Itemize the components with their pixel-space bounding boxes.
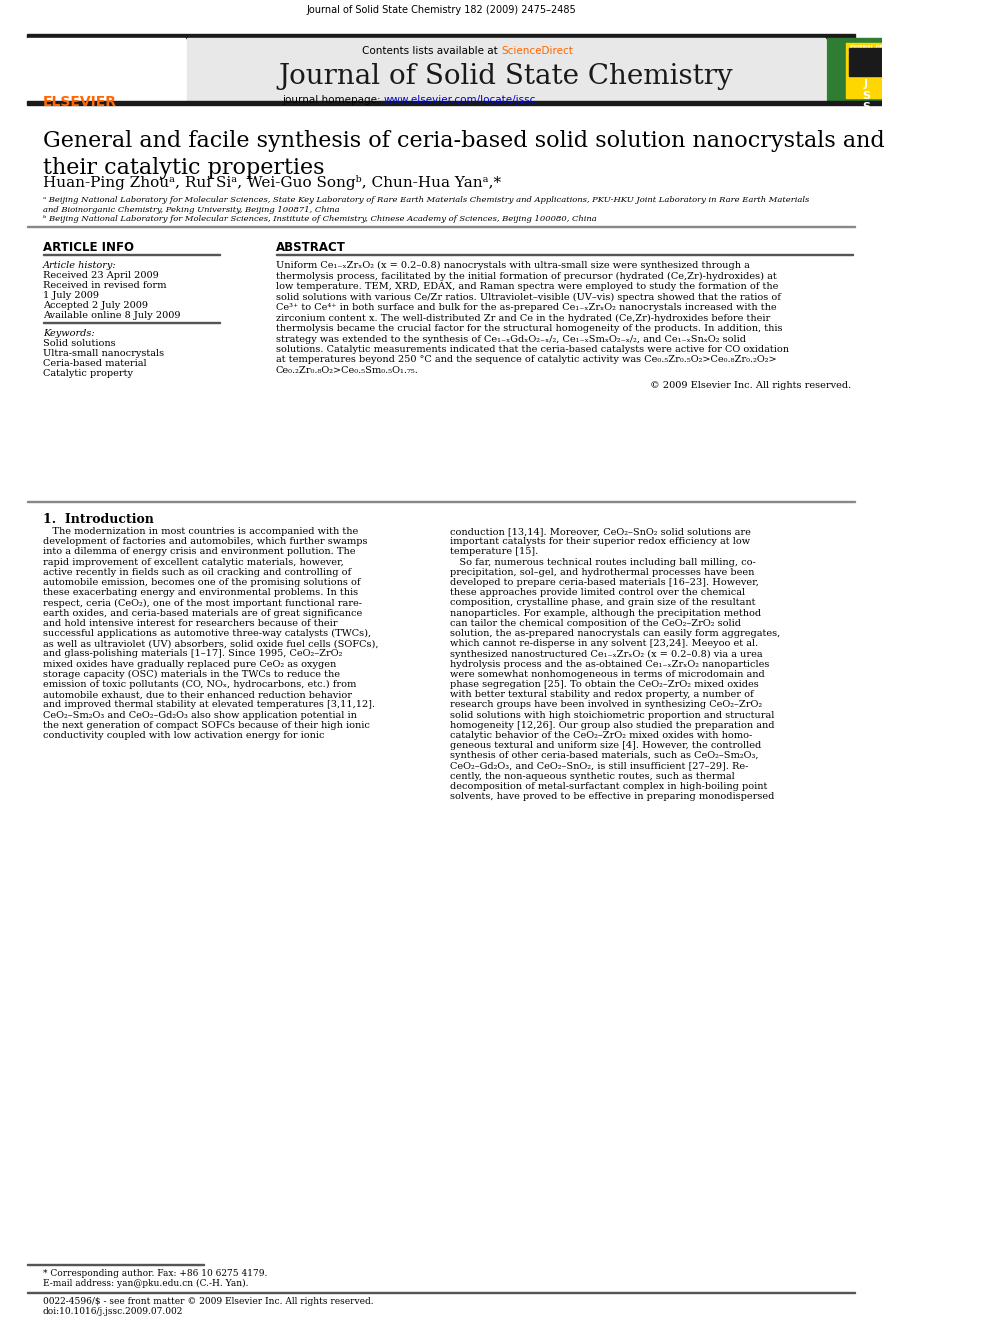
Text: active recently in fields such as oil cracking and controlling of: active recently in fields such as oil cr…	[43, 568, 351, 577]
Bar	[826, 38, 900, 103]
Text: earth oxides, and ceria-based materials are of great significance: earth oxides, and ceria-based materials …	[43, 609, 362, 618]
Text: 1 July 2009: 1 July 2009	[43, 291, 98, 300]
Bar	[27, 101, 900, 105]
Text: conduction [13,14]. Moreover, CeO₂–SnO₂ solid solutions are: conduction [13,14]. Moreover, CeO₂–SnO₂ …	[449, 527, 751, 536]
Text: solution, the as-prepared nanocrystals can easily form aggregates,: solution, the as-prepared nanocrystals c…	[449, 628, 780, 638]
Bar	[186, 38, 825, 103]
Text: Ce₀.₂Zr₀.₈O₂>Ce₀.₅Sm₀.₅O₁.₇₅.: Ce₀.₂Zr₀.₈O₂>Ce₀.₅Sm₀.₅O₁.₇₅.	[276, 366, 419, 374]
Text: E-mail address: yan@pku.edu.cn (C.-H. Yan).: E-mail address: yan@pku.edu.cn (C.-H. Ya…	[43, 1279, 248, 1289]
Text: and hold intensive interest for researchers because of their: and hold intensive interest for research…	[43, 619, 337, 628]
Text: Ce³⁺ to Ce⁴⁺ in both surface and bulk for the as-prepared Ce₁₋ₓZrₓO₂ nanocrystal: Ce³⁺ to Ce⁴⁺ in both surface and bulk fo…	[276, 303, 776, 312]
Text: can tailor the chemical composition of the CeO₂–ZrO₂ solid: can tailor the chemical composition of t…	[449, 619, 741, 628]
Text: J
S
S
C: J S S C	[862, 79, 870, 124]
Text: CeO₂–Gd₂O₃, and CeO₂–SnO₂, is still insufficient [27–29]. Re-: CeO₂–Gd₂O₃, and CeO₂–SnO₂, is still insu…	[449, 762, 748, 770]
Text: JOURNAL OF
SOLID STATE
CHEMISTRY: JOURNAL OF SOLID STATE CHEMISTRY	[848, 45, 883, 62]
Text: the next generation of compact SOFCs because of their high ionic: the next generation of compact SOFCs bec…	[43, 721, 370, 730]
Text: ABSTRACT: ABSTRACT	[276, 241, 345, 254]
Text: catalytic behavior of the CeO₂–ZrO₂ mixed oxides with homo-: catalytic behavior of the CeO₂–ZrO₂ mixe…	[449, 732, 752, 740]
Text: Received in revised form: Received in revised form	[43, 280, 167, 290]
Text: homogeneity [12,26]. Our group also studied the preparation and: homogeneity [12,26]. Our group also stud…	[449, 721, 775, 730]
Text: storage capacity (OSC) materials in the TWCs to reduce the: storage capacity (OSC) materials in the …	[43, 669, 339, 679]
Bar	[846, 44, 886, 98]
Text: developed to prepare ceria-based materials [16–23]. However,: developed to prepare ceria-based materia…	[449, 578, 759, 587]
Text: zirconium content x. The well-distributed Zr and Ce in the hydrated (Ce,Zr)-hydr: zirconium content x. The well-distribute…	[276, 314, 770, 323]
Text: rapid improvement of excellent catalytic materials, however,: rapid improvement of excellent catalytic…	[43, 557, 343, 566]
Text: these approaches provide limited control over the chemical: these approaches provide limited control…	[449, 589, 745, 597]
Text: mixed oxides have gradually replaced pure CeO₂ as oxygen: mixed oxides have gradually replaced pur…	[43, 660, 336, 668]
Text: with better textural stability and redox property, a number of: with better textural stability and redox…	[449, 691, 754, 699]
Text: solid solutions with high stoichiometric proportion and structural: solid solutions with high stoichiometric…	[449, 710, 774, 720]
Text: which cannot re-disperse in any solvent [23,24]. Meeyoo et al.: which cannot re-disperse in any solvent …	[449, 639, 758, 648]
Text: Keywords:: Keywords:	[43, 329, 94, 337]
Bar	[849, 48, 883, 75]
Text: nanoparticles. For example, although the precipitation method: nanoparticles. For example, although the…	[449, 609, 761, 618]
Text: So far, numerous technical routes including ball milling, co-: So far, numerous technical routes includ…	[449, 557, 756, 566]
Text: important catalysts for their superior redox efficiency at low: important catalysts for their superior r…	[449, 537, 750, 546]
Text: Article history:: Article history:	[43, 261, 116, 270]
Text: ᵇ Beijing National Laboratory for Molecular Sciences, Institute of Chemistry, Ch: ᵇ Beijing National Laboratory for Molecu…	[43, 216, 596, 224]
Text: ARTICLE INFO: ARTICLE INFO	[43, 241, 134, 254]
Text: Journal of Solid State Chemistry: Journal of Solid State Chemistry	[279, 64, 733, 90]
Text: General and facile synthesis of ceria-based solid solution nanocrystals and
thei: General and facile synthesis of ceria-ba…	[43, 130, 885, 179]
Text: and glass-polishing materials [1–17]. Since 1995, CeO₂–ZrO₂: and glass-polishing materials [1–17]. Si…	[43, 650, 342, 659]
Text: respect, ceria (CeO₂), one of the most important functional rare-: respect, ceria (CeO₂), one of the most i…	[43, 598, 362, 607]
Text: into a dilemma of energy crisis and environment pollution. The: into a dilemma of energy crisis and envi…	[43, 548, 355, 557]
Text: synthesis of other ceria-based materials, such as CeO₂–Sm₂O₃,: synthesis of other ceria-based materials…	[449, 751, 758, 761]
Text: these exacerbating energy and environmental problems. In this: these exacerbating energy and environmen…	[43, 589, 358, 597]
Text: ScienceDirect: ScienceDirect	[501, 46, 573, 56]
Text: Ultra-small nanocrystals: Ultra-small nanocrystals	[43, 349, 164, 359]
Text: 1.  Introduction: 1. Introduction	[43, 513, 154, 527]
Text: Received 23 April 2009: Received 23 April 2009	[43, 271, 159, 280]
Text: and improved thermal stability at elevated temperatures [3,11,12].: and improved thermal stability at elevat…	[43, 700, 375, 709]
Text: Ceria-based material: Ceria-based material	[43, 359, 146, 368]
Text: decomposition of metal-surfactant complex in high-boiling point: decomposition of metal-surfactant comple…	[449, 782, 767, 791]
Text: strategy was extended to the synthesis of Ce₁₋ₓGdₓO₂₋ₓ/₂, Ce₁₋ₓSmₓO₂₋ₓ/₂, and Ce: strategy was extended to the synthesis o…	[276, 335, 746, 344]
Text: Huan-Ping Zhouᵃ, Rui Siᵃ, Wei-Guo Songᵇ, Chun-Hua Yanᵃ,*: Huan-Ping Zhouᵃ, Rui Siᵃ, Wei-Guo Songᵇ,…	[43, 175, 501, 191]
Text: automobile emission, becomes one of the promising solutions of: automobile emission, becomes one of the …	[43, 578, 360, 587]
Text: * Corresponding author. Fax: +86 10 6275 4179.: * Corresponding author. Fax: +86 10 6275…	[43, 1269, 267, 1278]
Text: emission of toxic pollutants (CO, NOₓ, hydrocarbons, etc.) from: emission of toxic pollutants (CO, NOₓ, h…	[43, 680, 356, 689]
Text: cently, the non-aqueous synthetic routes, such as thermal: cently, the non-aqueous synthetic routes…	[449, 771, 734, 781]
Bar	[27, 38, 185, 103]
Text: geneous textural and uniform size [4]. However, the controlled: geneous textural and uniform size [4]. H…	[449, 741, 761, 750]
Text: solvents, have proved to be effective in preparing monodispersed: solvents, have proved to be effective in…	[449, 792, 774, 802]
Text: thermolysis became the crucial factor for the structural homogeneity of the prod: thermolysis became the crucial factor fo…	[276, 324, 782, 333]
Text: phase segregation [25]. To obtain the CeO₂–ZrO₂ mixed oxides: phase segregation [25]. To obtain the Ce…	[449, 680, 759, 689]
Text: CeO₂–Sm₂O₃ and CeO₂–Gd₂O₃ also show application potential in: CeO₂–Sm₂O₃ and CeO₂–Gd₂O₃ also show appl…	[43, 710, 356, 720]
Text: as well as ultraviolet (UV) absorbers, solid oxide fuel cells (SOFCs),: as well as ultraviolet (UV) absorbers, s…	[43, 639, 378, 648]
Text: doi:10.1016/j.jssc.2009.07.002: doi:10.1016/j.jssc.2009.07.002	[43, 1307, 184, 1316]
Text: The modernization in most countries is accompanied with the: The modernization in most countries is a…	[43, 527, 358, 536]
Text: Available online 8 July 2009: Available online 8 July 2009	[43, 311, 181, 320]
Text: research groups have been involved in synthesizing CeO₂–ZrO₂: research groups have been involved in sy…	[449, 700, 762, 709]
Text: synthesized nanostructured Ce₁₋ₓZrₓO₂ (x = 0.2–0.8) via a urea: synthesized nanostructured Ce₁₋ₓZrₓO₂ (x…	[449, 650, 763, 659]
Text: development of factories and automobiles, which further swamps: development of factories and automobiles…	[43, 537, 367, 546]
Text: precipitation, sol–gel, and hydrothermal processes have been: precipitation, sol–gel, and hydrothermal…	[449, 568, 754, 577]
Text: automobile exhaust, due to their enhanced reduction behavior: automobile exhaust, due to their enhance…	[43, 691, 352, 699]
Text: conductivity coupled with low activation energy for ionic: conductivity coupled with low activation…	[43, 732, 324, 740]
Text: solutions. Catalytic measurements indicated that the ceria-based catalysts were : solutions. Catalytic measurements indica…	[276, 345, 789, 355]
Text: © 2009 Elsevier Inc. All rights reserved.: © 2009 Elsevier Inc. All rights reserved…	[651, 381, 851, 389]
Text: ELSEVIER: ELSEVIER	[43, 95, 117, 108]
Text: Contents lists available at: Contents lists available at	[362, 46, 501, 56]
Text: Solid solutions: Solid solutions	[43, 339, 115, 348]
Text: low temperature. TEM, XRD, EDAX, and Raman spectra were employed to study the fo: low temperature. TEM, XRD, EDAX, and Ram…	[276, 282, 778, 291]
Text: at temperatures beyond 250 °C and the sequence of catalytic activity was Ce₀.₅Zr: at temperatures beyond 250 °C and the se…	[276, 356, 776, 365]
Text: www.elsevier.com/locate/jssc: www.elsevier.com/locate/jssc	[384, 95, 537, 105]
Text: composition, crystalline phase, and grain size of the resultant: composition, crystalline phase, and grai…	[449, 598, 755, 607]
Text: ᵃ Beijing National Laboratory for Molecular Sciences, State Key Laboratory of Ra: ᵃ Beijing National Laboratory for Molecu…	[43, 196, 808, 214]
Text: solid solutions with various Ce/Zr ratios. Ultraviolet–visible (UV–vis) spectra : solid solutions with various Ce/Zr ratio…	[276, 292, 781, 302]
Text: Journal of Solid State Chemistry 182 (2009) 2475–2485: Journal of Solid State Chemistry 182 (20…	[307, 5, 575, 15]
Text: successful applications as automotive three-way catalysts (TWCs),: successful applications as automotive th…	[43, 628, 371, 638]
Text: were somewhat nonhomogeneous in terms of microdomain and: were somewhat nonhomogeneous in terms of…	[449, 669, 765, 679]
Text: hydrolysis process and the as-obtained Ce₁₋ₓZrₓO₂ nanoparticles: hydrolysis process and the as-obtained C…	[449, 660, 769, 668]
Text: Accepted 2 July 2009: Accepted 2 July 2009	[43, 302, 148, 310]
Text: Uniform Ce₁₋ₓZrₓO₂ (x = 0.2–0.8) nanocrystals with ultra-small size were synthes: Uniform Ce₁₋ₓZrₓO₂ (x = 0.2–0.8) nanocry…	[276, 261, 749, 270]
Text: thermolysis process, facilitated by the initial formation of precursor (hydrated: thermolysis process, facilitated by the …	[276, 271, 777, 280]
Bar	[27, 34, 855, 38]
Text: journal homepage:: journal homepage:	[282, 95, 384, 105]
Text: temperature [15].: temperature [15].	[449, 548, 538, 557]
Text: Catalytic property: Catalytic property	[43, 369, 133, 378]
Text: 0022-4596/$ - see front matter © 2009 Elsevier Inc. All rights reserved.: 0022-4596/$ - see front matter © 2009 El…	[43, 1297, 373, 1306]
